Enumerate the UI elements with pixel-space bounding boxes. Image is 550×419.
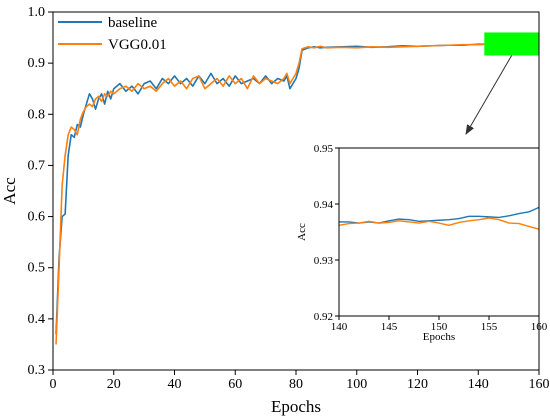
legend: baseline VGG0.01	[58, 15, 167, 53]
main-y-tick-label: 0.7	[28, 158, 46, 173]
inset-y-tick-label: 0.95	[314, 143, 334, 155]
zoom-arrow	[465, 55, 513, 135]
inset-ticks: 140 145 150 155 160 0.92 0.93 0.94 0.95	[314, 143, 548, 333]
main-x-tick-label: 120	[407, 377, 428, 392]
main-y-axis-label: Acc	[0, 177, 19, 205]
inset-y-tick-label: 0.94	[314, 199, 334, 211]
main-x-tick-label: 60	[228, 377, 242, 392]
main-y-tick-label: 0.6	[28, 210, 46, 225]
inset-x-axis-label: Epochs	[423, 331, 455, 343]
inset-x-tick-label: 145	[381, 321, 398, 333]
main-series-layer	[55, 42, 540, 345]
main-x-tick-label: 80	[289, 377, 303, 392]
main-y-tick-label: 0.3	[28, 363, 46, 378]
inset-chart: 140 145 150 155 160 0.92 0.93 0.94 0.95 Epochs A…	[296, 143, 548, 343]
main-ticks: 0 20 40 60 80 100 120 140 160 0.3 0.4 0.5 0.6 0.7 0.8 0…	[28, 5, 550, 392]
main-series-line-vgg001	[55, 43, 540, 345]
main-y-tick-label: 0.4	[28, 312, 46, 327]
main-series-line-baseline	[55, 42, 540, 335]
legend-label-vgg001: VGG0.01	[108, 37, 167, 53]
main-y-tick-label: 0.8	[28, 107, 46, 122]
inset-y-tick-label: 0.93	[314, 255, 334, 267]
zoom-highlight-region	[484, 32, 539, 56]
main-x-tick-label: 100	[346, 377, 367, 392]
main-y-tick-label: 1.0	[28, 5, 46, 20]
main-x-tick-label: 40	[168, 377, 182, 392]
inset-x-tick-label: 140	[331, 321, 348, 333]
inset-y-tick-label: 0.92	[314, 311, 333, 323]
inset-background	[339, 148, 539, 316]
legend-label-baseline: baseline	[108, 15, 157, 31]
main-x-tick-label: 20	[107, 377, 121, 392]
inset-series-layer	[338, 206, 540, 230]
inset-x-tick-label: 155	[481, 321, 498, 333]
inset-y-axis-label: Acc	[296, 223, 308, 241]
main-x-tick-label: 160	[529, 377, 550, 392]
inset-series-line-vgg001	[338, 217, 540, 230]
main-y-tick-label: 0.9	[28, 56, 46, 71]
main-x-axis-label: Epochs	[271, 397, 321, 416]
main-chart: 0 20 40 60 80 100 120 140 160 0.3 0.4 0.5 0.6 0.7 0.8 0…	[0, 5, 550, 416]
inset-x-tick-label: 160	[531, 321, 548, 333]
main-y-tick-label: 0.5	[28, 261, 46, 276]
inset-plot-frame	[338, 147, 540, 317]
inset-x-tick-label: 150	[431, 321, 448, 333]
main-x-tick-label: 140	[468, 377, 489, 392]
main-x-tick-label: 0	[50, 377, 57, 392]
